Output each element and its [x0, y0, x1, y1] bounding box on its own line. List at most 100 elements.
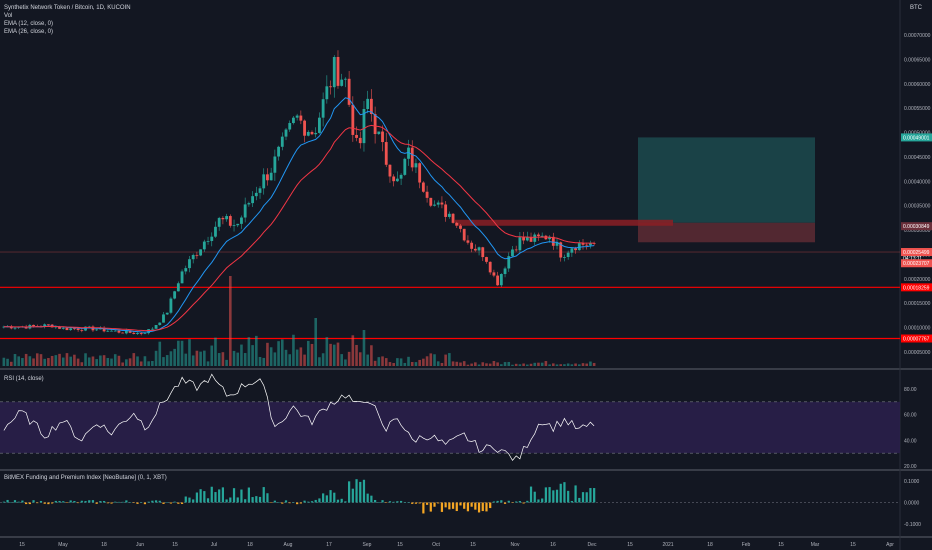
volume-bar: [288, 354, 292, 366]
volume-bar: [488, 363, 492, 366]
funding-tick-label: -0.1000: [904, 522, 921, 528]
volume-bar: [35, 353, 39, 366]
last-low-price-tag-bg: [901, 259, 932, 268]
candle-body: [292, 117, 295, 124]
funding-bar: [80, 500, 83, 503]
funding-bar: [288, 502, 291, 504]
volume-legend: Vol: [4, 13, 13, 19]
volume-bar: [511, 364, 514, 366]
funding-bar: [240, 489, 243, 503]
x-tick-label: 15: [397, 542, 403, 548]
funding-bar: [563, 482, 566, 503]
rsi-band: [0, 401, 900, 454]
volume-bar: [451, 361, 455, 366]
candle-body: [499, 274, 503, 286]
volume-bar: [280, 339, 284, 366]
volume-bar: [388, 362, 392, 366]
ema-fast-legend: EMA (12, close, 0): [4, 21, 54, 27]
candle-body: [295, 115, 299, 118]
y-tick-label: 0.00055000: [904, 106, 931, 112]
funding-bar: [2, 501, 5, 503]
candle-body: [32, 324, 35, 327]
volume-bar: [507, 361, 511, 366]
candle-body: [173, 291, 177, 299]
candle-body: [362, 108, 366, 144]
volume-bar: [481, 362, 485, 366]
funding-bar: [114, 501, 117, 503]
candle-body: [425, 191, 429, 198]
funding-bar: [188, 497, 191, 503]
funding-bar: [292, 502, 295, 503]
candle-body: [447, 213, 451, 217]
funding-bar: [392, 501, 395, 503]
rsi-tick-label: 20.00: [904, 464, 917, 470]
candle-body: [154, 325, 158, 329]
candle-body: [110, 330, 113, 332]
candle-body: [318, 117, 321, 133]
candle-body: [589, 243, 592, 246]
funding-bar: [455, 502, 458, 512]
funding-bar: [552, 490, 555, 503]
funding-bar: [25, 502, 28, 505]
volume-bar: [429, 353, 433, 366]
volume-bar: [455, 361, 459, 366]
candle-body: [358, 137, 362, 144]
candle-body: [240, 217, 243, 224]
candle-body: [529, 236, 533, 242]
rsi-legend: RSI (14, close): [4, 376, 44, 382]
funding-bar: [232, 488, 236, 503]
candle-body: [355, 134, 358, 138]
y-tick-label: 0.00035000: [904, 204, 931, 210]
volume-bar: [113, 354, 117, 366]
volume-bar: [362, 330, 366, 366]
funding-bar: [344, 501, 347, 503]
volume-bar: [91, 356, 95, 366]
funding-bar: [500, 500, 503, 503]
volume-bar: [136, 356, 139, 366]
candle-body: [243, 204, 247, 218]
volume-bar: [24, 353, 28, 366]
volume-bar: [303, 354, 306, 366]
volume-bar: [284, 349, 288, 366]
funding-bar: [151, 500, 154, 503]
last-low-price-tag: 0.00023707: [903, 261, 930, 267]
candle-body: [2, 326, 6, 328]
volume-bar: [277, 341, 280, 366]
volume-bar: [351, 335, 355, 366]
funding-bar: [88, 500, 91, 503]
volume-bar: [110, 358, 113, 366]
volume-bar: [65, 353, 69, 366]
volume-bar: [151, 360, 154, 366]
volume-bar: [448, 353, 451, 366]
volume-bar: [344, 359, 347, 366]
candle-body: [507, 256, 511, 269]
volume-bar: [106, 357, 110, 366]
funding-bar: [184, 496, 187, 503]
funding-bar: [28, 502, 31, 505]
volume-bar: [199, 351, 202, 366]
volume-bar: [370, 345, 373, 366]
candle-body: [329, 86, 332, 88]
volume-bar: [474, 362, 477, 366]
volume-bar: [566, 363, 570, 366]
candle-body: [266, 174, 269, 181]
volume-bar: [13, 354, 17, 366]
x-tick-label: 15: [627, 542, 633, 548]
candle-body: [303, 120, 306, 136]
y-tick-label: 0.00030000: [904, 228, 931, 234]
funding-bar: [548, 487, 551, 503]
funding-bar: [314, 499, 317, 503]
candle-body: [180, 271, 184, 284]
volume-bar: [28, 356, 32, 366]
volume-bar: [143, 356, 147, 366]
funding-bar: [355, 479, 358, 503]
candle-body: [165, 312, 169, 315]
volume-bar: [466, 364, 470, 366]
funding-bar: [125, 500, 128, 503]
candle-body: [577, 243, 581, 251]
funding-bar: [95, 502, 98, 504]
volume-bar: [295, 349, 299, 366]
volume-bar: [366, 354, 369, 366]
candle-body: [399, 174, 403, 179]
